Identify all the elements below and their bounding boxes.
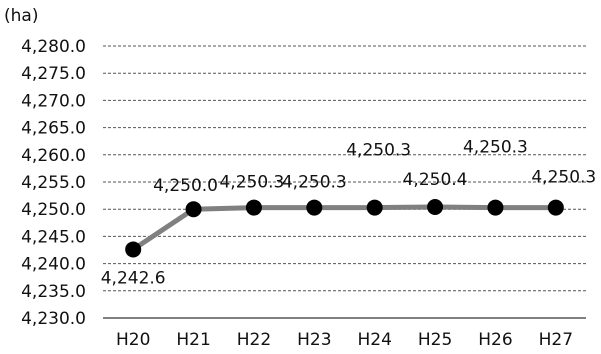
y-axis-unit-label: (ha): [4, 6, 39, 26]
x-tick-label: H23: [297, 330, 331, 350]
data-label: 4,250.3: [531, 168, 596, 188]
data-label: 4,250.3: [282, 173, 347, 193]
data-label: 4,250.3: [346, 141, 411, 161]
data-point: [185, 201, 202, 218]
data-label: 4,250.0: [153, 176, 218, 196]
x-tick-label: H21: [176, 330, 210, 350]
data-point: [245, 199, 262, 216]
data-point: [125, 241, 142, 258]
y-tick-label: 4,265.0: [21, 119, 86, 139]
y-tick-label: 4,270.0: [21, 91, 86, 111]
data-point: [427, 199, 444, 216]
x-tick-label: H27: [539, 330, 573, 350]
data-point: [366, 199, 383, 216]
x-tick-label: H25: [418, 330, 452, 350]
data-label: 4,250.4: [403, 170, 468, 190]
y-tick-label: 4,235.0: [21, 282, 86, 302]
y-tick-label: 4,240.0: [21, 255, 86, 275]
x-tick-label: H26: [478, 330, 512, 350]
data-label: 4,250.3: [219, 173, 284, 193]
x-tick-label: H24: [357, 330, 391, 350]
y-tick-label: 4,280.0: [21, 37, 86, 57]
y-tick-label: 4,260.0: [21, 146, 86, 166]
data-point: [306, 199, 323, 216]
y-tick-label: 4,255.0: [21, 173, 86, 193]
series-line: [131, 204, 556, 252]
x-tick-label: H22: [237, 330, 271, 350]
data-point: [487, 199, 504, 216]
x-tick-label: H20: [116, 330, 150, 350]
data-label: 4,250.3: [463, 138, 528, 158]
y-tick-label: 4,275.0: [21, 64, 86, 84]
y-tick-label: 4,250.0: [21, 200, 86, 220]
data-point: [547, 199, 564, 216]
y-tick-label: 4,245.0: [21, 227, 86, 247]
y-tick-label: 4,230.0: [21, 309, 86, 329]
data-label: 4,242.6: [101, 268, 166, 288]
